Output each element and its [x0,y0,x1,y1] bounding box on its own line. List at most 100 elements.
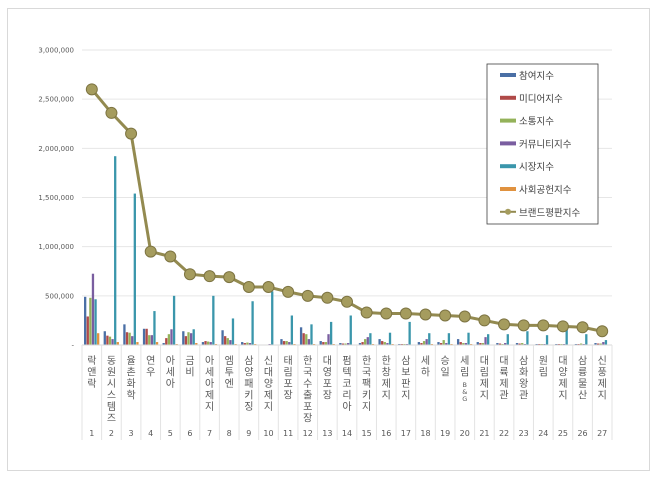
bar-시장지수 [447,333,451,345]
bar-미디어지수 [498,343,502,345]
brand-point [341,295,353,308]
rank-label: 10 [263,429,273,438]
brand-point [242,280,255,293]
rank-label: 15 [362,429,372,438]
legend-label: 시장지수 [519,162,554,173]
legend-label: 사회공헌지수 [519,185,572,196]
bar-미디어지수 [224,336,227,345]
rank-label: 26 [577,429,587,438]
rank-label: 7 [207,429,212,438]
bar-소통지수 [324,342,328,345]
bar-미디어지수 [145,328,148,345]
bar-미디어지수 [459,342,462,345]
legend-marker [505,208,511,215]
bar-미디어지수 [420,343,423,345]
brand-point [517,319,530,332]
bar-참여지수 [319,341,322,345]
bar-미디어지수 [341,343,345,345]
brand-point [419,308,432,321]
bar-시장지수 [231,318,235,345]
legend-swatch [500,164,516,169]
brand-point [576,321,589,334]
bar-시장지수 [114,156,117,345]
rank-label: 19 [440,429,450,438]
bar-시장지수 [329,321,333,345]
x-axis: 락 앤 락 1 동 원 시 스 템 즈 2 율 촌 화 학 3 연 우 4 아 세 아 5 금 비 6 아 세 아 제 지 7 엠 투 엔 8 삼 양 패 키… [81,344,613,440]
rank-label: 12 [303,429,313,438]
bar-소통지수 [148,335,151,345]
bar-시장지수 [487,334,490,345]
bar-소통지수 [206,341,210,345]
rank-label: 25 [558,429,568,438]
bar-사회공헌지수 [195,343,198,345]
bar-시장지수 [133,193,136,345]
brand-point [556,320,569,333]
bar-시장지수 [506,334,509,345]
bar-참여지수 [182,331,185,345]
legend-swatch [500,141,516,146]
bar-참여지수 [594,343,597,345]
bar-미디어지수 [322,342,325,345]
bar-참여지수 [378,339,381,345]
bar-시장지수 [428,333,431,345]
bar-미디어지수 [184,336,188,345]
bar-소통지수 [285,341,288,345]
bar-소통지수 [599,343,602,345]
bar-소통지수 [305,334,308,345]
bar-시장지수 [585,334,588,345]
bar-소통지수 [364,339,367,345]
bar-커뮤니티지수 [189,333,193,345]
bar-시장지수 [349,315,352,345]
bar-미디어지수 [125,332,129,345]
y-tick-label: - [71,342,74,350]
bar-미디어지수 [479,343,482,345]
bars [84,156,610,345]
rank-label: 13 [322,429,332,438]
brand-point [183,268,196,281]
bar-커뮤니티지수 [307,339,311,345]
bar-미디어지수 [361,342,364,345]
rank-label: 6 [187,429,192,438]
y-tick-label: 1,000,000 [38,243,74,251]
bar-사회공헌지수 [136,342,139,345]
bar-소통지수 [108,336,112,345]
bar-커뮤니티지수 [229,340,232,345]
rank-label: 24 [538,429,548,438]
bar-소통지수 [128,332,131,345]
bar-소통지수 [187,332,190,345]
brand-line [85,83,609,338]
bar-시장지수 [408,321,411,345]
bar-커뮤니티지수 [504,343,507,345]
gridlines [82,49,612,297]
y-tick-label: 2,500,000 [38,96,74,104]
rank-label: 22 [499,429,509,438]
bar-커뮤니티지수 [288,342,291,345]
bar-시장지수 [212,295,215,345]
rank-label: 23 [519,429,529,438]
bar-커뮤니티지수 [464,343,468,345]
rank-label: 17 [401,429,411,438]
bar-참여지수 [84,296,87,345]
bar-미디어지수 [243,343,246,345]
bar-시장지수 [526,331,529,345]
bar-시장지수 [290,315,294,345]
bar-미디어지수 [439,343,443,345]
bar-사회공헌지수 [155,342,159,345]
bar-사회공헌지수 [97,333,100,345]
legend-swatch [500,118,516,123]
brand-point [596,325,609,338]
category-label: 세 림 B & G [460,355,469,403]
rank-label: 3 [129,429,134,438]
bar-커뮤니티지수 [386,343,389,345]
bar-커뮤니티지수 [366,337,369,345]
